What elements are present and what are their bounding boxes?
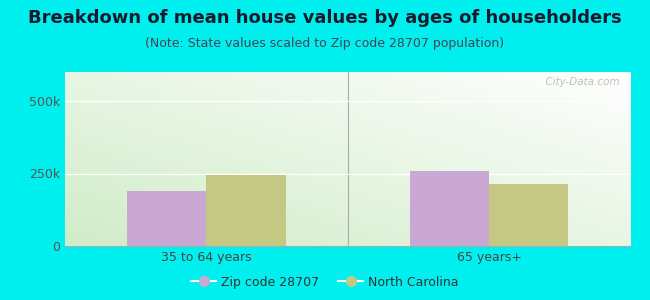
Bar (489, 184, 568, 246)
Bar (127, 191, 207, 246)
Legend: Zip code 28707, North Carolina: Zip code 28707, North Carolina (187, 271, 463, 294)
Bar (410, 172, 489, 246)
Text: (Note: State values scaled to Zip code 28707 population): (Note: State values scaled to Zip code 2… (146, 38, 504, 50)
Text: Breakdown of mean house values by ages of householders: Breakdown of mean house values by ages o… (28, 9, 622, 27)
Bar (207, 175, 285, 246)
Text: City-Data.com: City-Data.com (539, 77, 619, 87)
